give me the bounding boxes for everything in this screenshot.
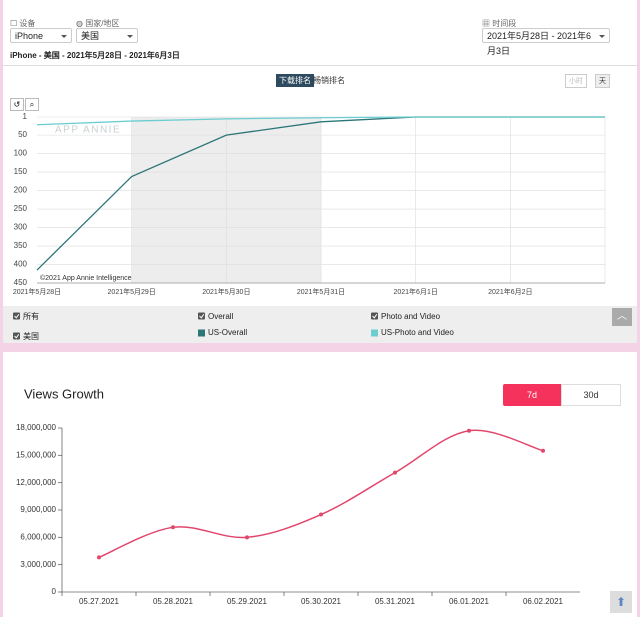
toggle-30d[interactable]: 30d — [561, 384, 621, 406]
toggle-hour[interactable]: 小时 — [565, 74, 587, 88]
y-tick-label: 150 — [14, 167, 28, 176]
data-point — [97, 555, 101, 560]
y-tick-label: 350 — [14, 241, 28, 250]
device-label-text: 设备 — [19, 19, 36, 28]
y-tick-label: 3,000,000 — [20, 560, 56, 569]
x-tick-label: 05.29.2021 — [227, 597, 268, 606]
x-tick-label: 05.27.2021 — [79, 597, 120, 606]
checkbox — [13, 312, 20, 320]
country-dropdown[interactable]: 美国 — [76, 28, 138, 43]
data-point — [467, 428, 471, 433]
x-tick-label: 06.02.2021 — [523, 597, 564, 606]
legend-area — [3, 306, 637, 343]
x-tick-label: 2021年5月29日 — [108, 287, 156, 296]
country-label: ◍ 国家/地区 — [76, 19, 120, 28]
x-tick-label: 06.01.2021 — [449, 597, 490, 606]
y-tick-label: 400 — [14, 260, 28, 269]
credit: ©2021 App Annie Intelligence — [40, 274, 132, 282]
y-tick-label: 1 — [23, 112, 28, 121]
y-tick-label: 0 — [52, 587, 57, 596]
tab-downloads[interactable]: 下载排名 — [276, 74, 314, 87]
period-label: ▦ 时间段 — [482, 19, 517, 28]
y-tick-label: 450 — [14, 278, 28, 287]
data-point — [393, 470, 397, 475]
y-tick-label: 250 — [14, 204, 28, 213]
series-line — [36, 116, 605, 126]
x-tick-label: 2021年5月30日 — [202, 287, 250, 296]
y-tick-label: 50 — [18, 130, 27, 139]
y-tick-label: 100 — [14, 149, 28, 158]
zoom-button[interactable]: ⌕ — [25, 98, 39, 111]
legend-label: US-Overall — [208, 328, 247, 337]
scroll-top-button[interactable]: ⬆ — [610, 591, 632, 613]
period-dropdown[interactable]: 2021年5月28日 - 2021年6月3日 — [482, 28, 610, 56]
data-point — [245, 535, 249, 540]
reset-button[interactable]: ↺ — [10, 98, 24, 111]
y-tick-label: 18,000,000 — [16, 423, 57, 432]
legend-swatch — [371, 329, 378, 337]
checkbox-tick — [14, 314, 20, 319]
filter-label: Overall — [208, 312, 234, 321]
checkbox — [13, 332, 20, 340]
device-label: ☐ 设备 — [10, 19, 36, 28]
data-point — [319, 512, 323, 517]
toggle-day[interactable]: 天 — [595, 74, 610, 88]
y-tick-label: 9,000,000 — [20, 505, 56, 514]
filter-label: 美国 — [23, 331, 39, 341]
x-tick-label: 05.28.2021 — [153, 597, 194, 606]
watermark: APP ANNIE — [55, 125, 121, 136]
subtitle: iPhone - 美国 - 2021年5月28日 - 2021年6月3日 — [10, 51, 180, 60]
tab-grossing[interactable]: 畅销排名 — [313, 76, 345, 85]
checkbox — [371, 312, 378, 320]
data-point — [171, 525, 175, 530]
data-point — [541, 448, 545, 453]
x-tick-label: 2021年6月1日 — [393, 287, 437, 296]
x-tick-label: 05.31.2021 — [375, 597, 416, 606]
series-line — [98, 429, 544, 559]
checkbox-tick — [14, 334, 20, 339]
y-tick-label: 200 — [14, 186, 28, 195]
x-tick-label: 2021年5月28日 — [13, 287, 61, 296]
checkbox-tick — [372, 314, 378, 319]
legend-label: US-Photo and Video — [381, 328, 454, 337]
legend-swatch — [198, 329, 205, 337]
x-tick-label: 2021年5月31日 — [297, 287, 345, 296]
chart-title: Views Growth — [24, 386, 104, 401]
y-tick-label: 300 — [14, 223, 28, 232]
y-tick-label: 15,000,000 — [16, 450, 57, 459]
divider — [3, 65, 637, 66]
scroll-top-button[interactable]: ︿ — [612, 308, 632, 326]
x-tick-label: 2021年6月2日 — [488, 287, 532, 296]
toggle-7d[interactable]: 7d — [503, 384, 561, 406]
filter-label: 所有 — [23, 311, 39, 321]
y-tick-label: 12,000,000 — [16, 478, 57, 487]
checkbox-tick — [199, 314, 205, 319]
period-label-text: 时间段 — [492, 19, 517, 28]
x-tick-label: 05.30.2021 — [301, 597, 342, 606]
country-label-text: 国家/地区 — [85, 19, 120, 28]
top-panel: ☐ 设备 iPhone ◍ 国家/地区 美国 ▦ 时间段 2021年5月28日 … — [3, 0, 637, 343]
filter-label: Photo and Video — [381, 312, 441, 321]
device-dropdown[interactable]: iPhone — [10, 28, 72, 43]
checkbox — [198, 312, 205, 320]
y-tick-label: 6,000,000 — [20, 532, 56, 541]
